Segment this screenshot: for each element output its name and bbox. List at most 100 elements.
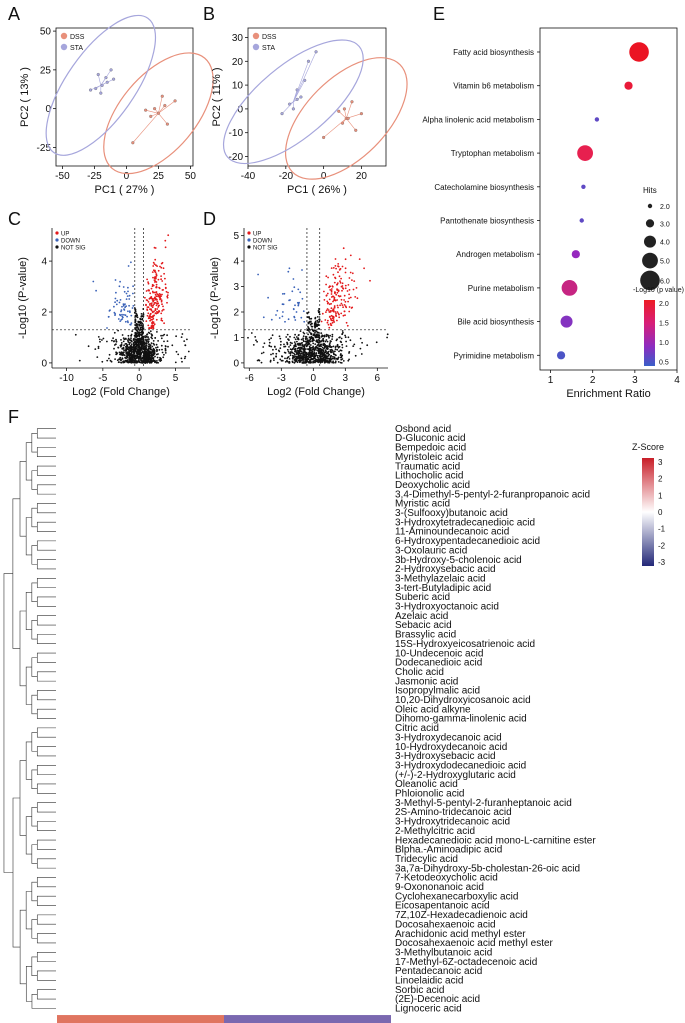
volcano-point <box>160 344 163 347</box>
volcano-plot-c: -10 -5 0 5 0 2 4 Log2 (Fold Change) -Log10 (P-va… <box>17 228 190 398</box>
volcano-point <box>336 319 338 322</box>
volcano-point <box>122 337 125 339</box>
sample-point <box>354 128 358 132</box>
sample-point <box>342 107 346 111</box>
volcano-point <box>317 348 320 351</box>
volcano-point <box>307 358 310 361</box>
volcano-point <box>332 295 335 298</box>
heatmap-row-label: Brassylic acid <box>395 630 456 641</box>
volcano-point <box>336 291 339 294</box>
volcano-point <box>139 317 142 320</box>
volcano-point <box>136 339 138 341</box>
volcano-point <box>339 268 342 270</box>
volcano-point <box>156 300 159 303</box>
dendrogram-branch <box>19 909 27 985</box>
volcano-point <box>312 357 315 360</box>
volcano-point <box>164 349 167 352</box>
heatmap-row-label: Cyclohexanecarboxylic acid <box>395 891 518 902</box>
volcano-point <box>339 361 342 364</box>
volcano-point <box>138 351 140 354</box>
volcano-point <box>301 344 304 347</box>
volcano-point <box>147 338 150 340</box>
volcano-point <box>150 287 153 290</box>
volcano-point <box>121 347 124 350</box>
volcano-point <box>149 330 152 333</box>
volcano-point <box>339 356 342 359</box>
volcano-point <box>307 354 310 357</box>
volcano-point <box>348 306 351 308</box>
volcano-point <box>167 234 170 237</box>
heatmap-row-label: Deoxycholic acid <box>395 480 470 491</box>
volcano-point <box>152 352 155 355</box>
hits-legend-label: 3.0 <box>660 221 670 228</box>
volcano-point <box>320 352 323 354</box>
volcano-point <box>327 351 329 354</box>
volcano-point <box>308 356 311 358</box>
volcano-point <box>344 300 347 303</box>
volcano-point <box>334 358 336 360</box>
volcano-point <box>308 353 311 355</box>
dendrogram-branch <box>12 498 20 649</box>
volcano-point <box>138 361 141 363</box>
dendrogram-branch <box>31 433 38 453</box>
volcano-point <box>156 360 158 362</box>
volcano-legend-label: DOWN <box>61 239 80 245</box>
heatmap-row-label: 2-Hydroxysebacic acid <box>395 564 496 575</box>
volcano-point <box>288 361 291 364</box>
volcano-point <box>297 337 300 339</box>
volcano-point <box>102 337 105 340</box>
volcano-point <box>149 345 152 347</box>
volcano-point <box>154 258 157 261</box>
heatmap-row-label: 2S-Amino-tridecanoic acid <box>395 807 512 818</box>
enrichment-dot <box>594 117 600 122</box>
volcano-point <box>322 334 324 337</box>
volcano-point <box>358 258 361 260</box>
volcano-point <box>160 299 163 302</box>
sample-spoke <box>338 111 347 119</box>
volcano-point <box>267 296 269 299</box>
volcano-point <box>275 352 278 355</box>
volcano-point <box>162 308 165 311</box>
volcano-point <box>275 348 277 351</box>
volcano-point <box>323 290 325 293</box>
volcano-point <box>115 291 117 294</box>
volcano-point <box>164 246 167 249</box>
volcano-point <box>122 360 124 363</box>
volcano-point <box>146 357 149 359</box>
enrichment-dot <box>579 218 584 223</box>
pathway-label: Vitamin b6 metabolism <box>453 82 534 91</box>
volcano-point <box>123 349 125 352</box>
volcano-point <box>328 326 331 329</box>
volcano-points <box>247 247 389 364</box>
volcano-point <box>152 321 155 324</box>
volcano-point <box>359 337 362 340</box>
volcano-point <box>138 324 141 327</box>
volcano-point <box>325 294 328 297</box>
volcano-point <box>299 344 302 346</box>
x-tick-label: 0 <box>321 171 327 182</box>
volcano-point <box>321 355 324 357</box>
volcano-point <box>151 318 154 321</box>
volcano-point <box>337 289 340 292</box>
volcano-point <box>307 322 310 324</box>
y-tick-label: 2 <box>233 308 239 319</box>
heatmap-row-label: (+/-)-2-Hydroxyglutaric acid <box>395 770 516 781</box>
volcano-point <box>151 345 154 348</box>
volcano-point <box>318 308 320 310</box>
volcano-point <box>337 312 340 315</box>
dendrogram-branch <box>36 877 56 888</box>
volcano-point <box>386 333 389 336</box>
volcano-point <box>140 324 143 327</box>
volcano-point <box>118 358 120 361</box>
y-tick-label: 25 <box>40 65 52 76</box>
volcano-point <box>353 280 356 282</box>
volcano-point <box>345 340 347 343</box>
volcano-point <box>302 360 305 362</box>
hits-legend-label: 5.0 <box>660 259 670 266</box>
volcano-point <box>295 336 298 338</box>
volcano-point <box>158 287 161 290</box>
volcano-point <box>293 315 296 318</box>
volcano-point <box>295 357 298 360</box>
volcano-point <box>145 351 148 353</box>
volcano-point <box>347 336 350 339</box>
